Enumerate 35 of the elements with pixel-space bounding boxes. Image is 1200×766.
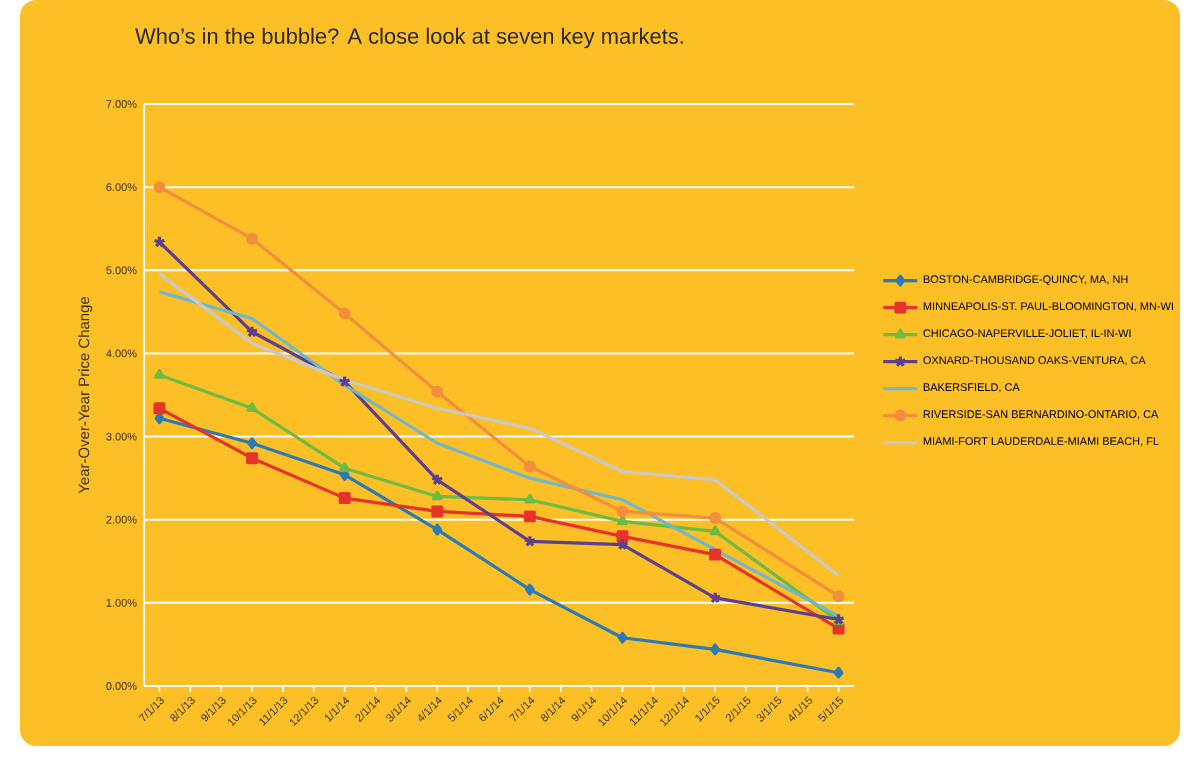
point: [524, 493, 536, 504]
point: [247, 437, 257, 450]
point: [523, 460, 536, 473]
point: [833, 666, 844, 679]
point: [338, 307, 351, 320]
point: [338, 492, 351, 505]
point: [246, 452, 259, 465]
point: [709, 525, 721, 536]
point: [246, 232, 259, 245]
point: [709, 512, 722, 525]
point: [617, 631, 628, 644]
point: [338, 374, 352, 388]
point: [153, 181, 166, 194]
point: [710, 643, 720, 656]
point: [616, 530, 629, 543]
point: [616, 505, 629, 518]
point: [523, 510, 536, 523]
line-series: [157, 272, 841, 578]
point: [708, 591, 722, 604]
point: [430, 473, 444, 486]
point: [432, 523, 443, 536]
point: [339, 462, 351, 472]
point: [246, 402, 258, 413]
point: [615, 537, 630, 551]
chart-title: Who’s in the bubble? A close look at seven key markets.: [135, 27, 683, 49]
point: [431, 385, 444, 398]
point: [431, 505, 444, 518]
point: [709, 548, 722, 561]
point: [245, 325, 259, 338]
point: [154, 369, 165, 379]
point: [523, 534, 537, 548]
point: [431, 490, 443, 501]
point: [832, 590, 845, 603]
point: [153, 402, 166, 415]
point: [524, 583, 535, 596]
